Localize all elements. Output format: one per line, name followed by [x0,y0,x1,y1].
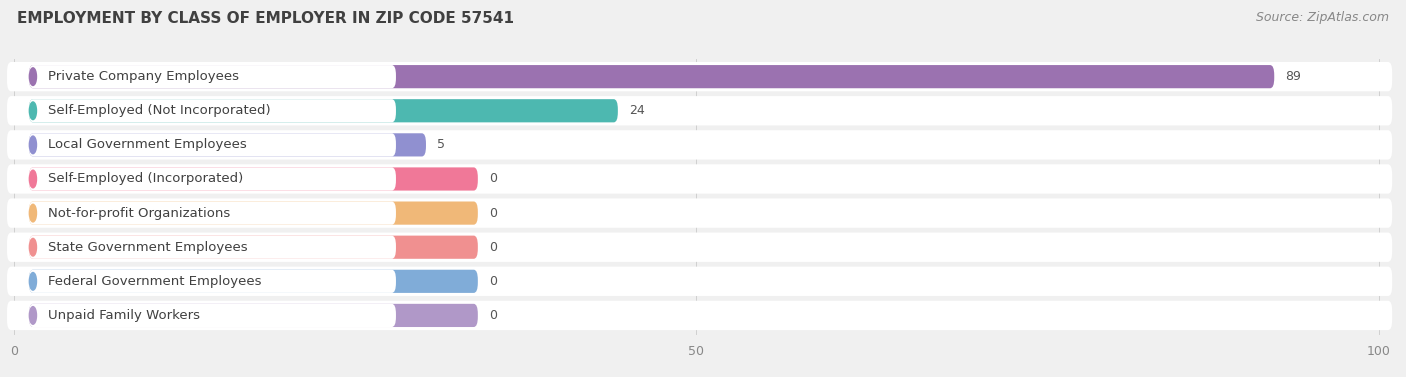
FancyBboxPatch shape [30,304,396,327]
Text: Source: ZipAtlas.com: Source: ZipAtlas.com [1256,11,1389,24]
Circle shape [30,238,37,256]
Text: EMPLOYMENT BY CLASS OF EMPLOYER IN ZIP CODE 57541: EMPLOYMENT BY CLASS OF EMPLOYER IN ZIP C… [17,11,513,26]
FancyBboxPatch shape [7,130,1392,159]
Circle shape [30,170,37,188]
FancyBboxPatch shape [30,201,396,225]
FancyBboxPatch shape [7,267,1392,296]
Text: Not-for-profit Organizations: Not-for-profit Organizations [48,207,231,219]
FancyBboxPatch shape [7,233,1392,262]
FancyBboxPatch shape [30,270,396,293]
Text: 0: 0 [489,241,496,254]
FancyBboxPatch shape [30,133,396,156]
FancyBboxPatch shape [7,96,1392,126]
FancyBboxPatch shape [30,236,478,259]
Text: Unpaid Family Workers: Unpaid Family Workers [48,309,200,322]
Circle shape [30,102,37,120]
FancyBboxPatch shape [7,164,1392,194]
Text: 5: 5 [437,138,444,152]
FancyBboxPatch shape [7,301,1392,330]
Circle shape [30,273,37,290]
FancyBboxPatch shape [30,65,396,88]
FancyBboxPatch shape [7,198,1392,228]
FancyBboxPatch shape [30,167,478,191]
FancyBboxPatch shape [30,167,396,191]
FancyBboxPatch shape [7,62,1392,91]
FancyBboxPatch shape [30,133,426,156]
FancyBboxPatch shape [30,201,478,225]
FancyBboxPatch shape [30,236,396,259]
Text: Self-Employed (Incorporated): Self-Employed (Incorporated) [48,173,243,185]
FancyBboxPatch shape [30,304,478,327]
Text: State Government Employees: State Government Employees [48,241,247,254]
Text: Private Company Employees: Private Company Employees [48,70,239,83]
Circle shape [30,68,37,86]
Text: 0: 0 [489,173,496,185]
Text: Federal Government Employees: Federal Government Employees [48,275,262,288]
Text: 24: 24 [628,104,644,117]
Text: Self-Employed (Not Incorporated): Self-Employed (Not Incorporated) [48,104,270,117]
Text: 0: 0 [489,309,496,322]
Text: 0: 0 [489,207,496,219]
Circle shape [30,136,37,154]
Circle shape [30,307,37,324]
Text: 0: 0 [489,275,496,288]
FancyBboxPatch shape [30,99,617,123]
FancyBboxPatch shape [30,65,1274,88]
FancyBboxPatch shape [30,270,478,293]
FancyBboxPatch shape [30,99,396,123]
Text: 89: 89 [1285,70,1301,83]
Circle shape [30,204,37,222]
Text: Local Government Employees: Local Government Employees [48,138,246,152]
